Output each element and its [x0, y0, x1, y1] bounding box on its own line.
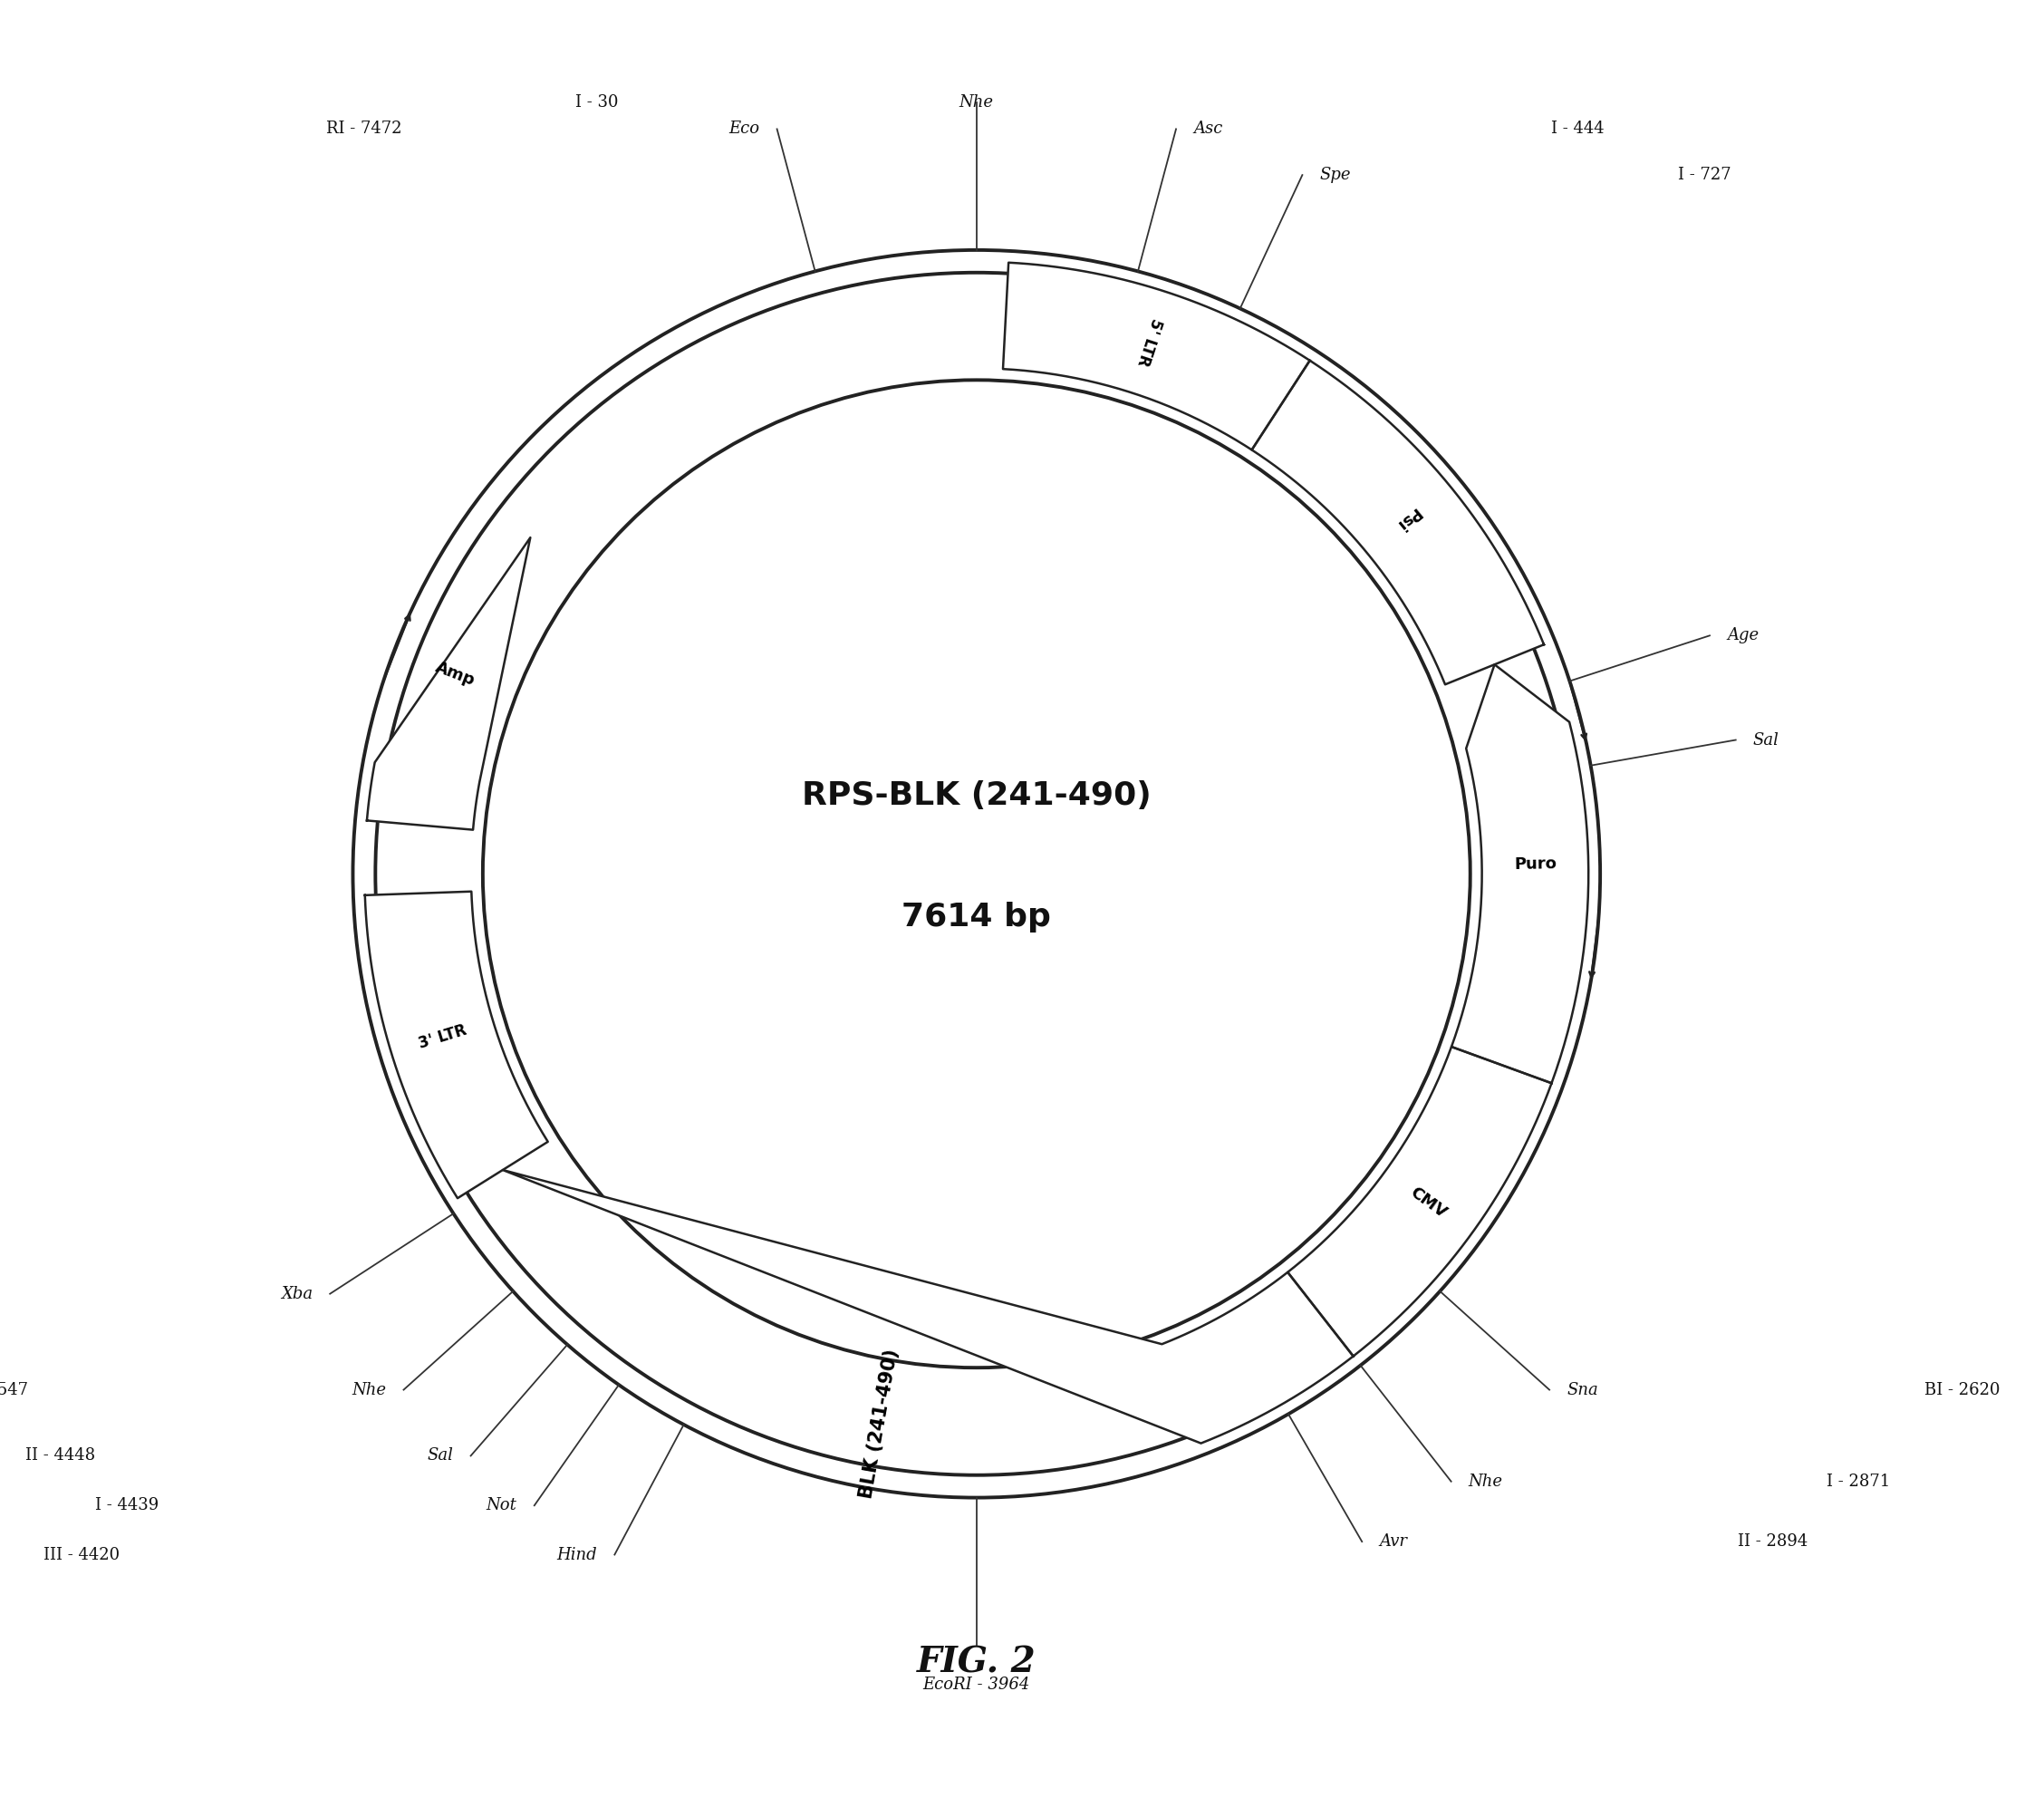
Text: II - 4448: II - 4448 — [25, 1448, 96, 1465]
Text: EcoRI - 3964: EcoRI - 3964 — [924, 1675, 1030, 1692]
Text: Puro: Puro — [1515, 856, 1558, 872]
Text: I - 2871: I - 2871 — [1827, 1474, 1891, 1490]
Polygon shape — [1251, 360, 1543, 685]
Text: Hind: Hind — [556, 1546, 597, 1563]
Text: Nhe: Nhe — [959, 94, 993, 111]
Polygon shape — [1451, 665, 1588, 1083]
Polygon shape — [366, 538, 529, 830]
Text: Sal: Sal — [1754, 732, 1778, 749]
Text: BLK (241-490): BLK (241-490) — [856, 1348, 901, 1501]
Text: I - 4439: I - 4439 — [96, 1497, 159, 1514]
Polygon shape — [503, 1170, 1353, 1443]
Text: CMV: CMV — [1406, 1183, 1449, 1221]
Text: Sal: Sal — [427, 1448, 454, 1465]
Text: III - 4420: III - 4420 — [43, 1546, 121, 1563]
Polygon shape — [366, 892, 548, 1197]
Text: Amp: Amp — [433, 658, 476, 689]
Text: 5' LTR: 5' LTR — [1134, 316, 1165, 369]
Text: II - 2894: II - 2894 — [1737, 1534, 1807, 1550]
Text: Not: Not — [486, 1497, 517, 1514]
Text: RPS-BLK (241-490): RPS-BLK (241-490) — [801, 781, 1151, 810]
Text: Spe: Spe — [1320, 167, 1351, 184]
Text: Eco: Eco — [730, 122, 760, 138]
Text: Nhe: Nhe — [1468, 1474, 1502, 1490]
Text: FIG. 2: FIG. 2 — [918, 1644, 1036, 1679]
Text: Xba: Xba — [280, 1286, 313, 1303]
Text: I - 727: I - 727 — [1678, 167, 1731, 184]
Text: Sna: Sna — [1568, 1381, 1598, 1397]
Text: Psi: Psi — [1392, 503, 1423, 532]
Text: 3' LTR: 3' LTR — [417, 1023, 468, 1052]
Text: Nhe: Nhe — [352, 1381, 386, 1397]
Text: Avr: Avr — [1380, 1534, 1408, 1550]
Text: I - 4547: I - 4547 — [0, 1381, 29, 1397]
Text: I - 30: I - 30 — [576, 94, 619, 111]
Polygon shape — [1288, 1047, 1551, 1355]
Text: BI - 2620: BI - 2620 — [1925, 1381, 2001, 1397]
Text: RI - 7472: RI - 7472 — [325, 122, 401, 138]
Polygon shape — [1004, 263, 1310, 451]
Text: I - 444: I - 444 — [1551, 122, 1605, 138]
Text: 7614 bp: 7614 bp — [901, 901, 1051, 932]
Text: Asc: Asc — [1194, 122, 1222, 138]
Text: Age: Age — [1727, 627, 1758, 643]
